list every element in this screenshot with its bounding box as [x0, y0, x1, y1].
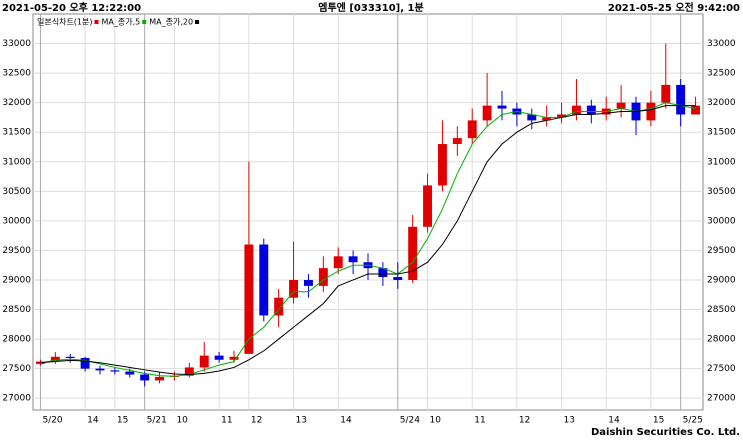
candle-body	[557, 114, 567, 118]
y-tick-label-right: 30000	[707, 216, 736, 226]
x-tick-label: 13	[564, 416, 575, 426]
y-tick-label: 33000	[2, 39, 31, 49]
candle-body	[497, 105, 507, 109]
x-tick-label: 12	[251, 416, 262, 426]
y-tick-label-right: 27500	[707, 364, 736, 374]
candle-body	[80, 357, 90, 369]
start-time: 2021-05-20 오후 12:22:00	[2, 1, 141, 14]
x-tick-label: 14	[87, 416, 99, 426]
x-tick-label: 13	[296, 416, 307, 426]
legend-swatch	[195, 20, 200, 24]
candle-body	[110, 370, 120, 372]
candle-body	[393, 277, 403, 280]
x-tick-label: 10	[176, 416, 188, 426]
y-tick-label-right: 29500	[707, 246, 736, 256]
x-tick-label: 12	[519, 416, 530, 426]
candle-body	[289, 279, 299, 298]
candle-body	[244, 244, 254, 354]
y-tick-label-right: 33000	[707, 39, 736, 49]
candle-body	[482, 105, 492, 121]
y-tick-label-right: 31000	[707, 157, 736, 167]
legend-label: MA_종가,20	[149, 18, 193, 27]
y-tick-label-right: 31500	[707, 128, 736, 138]
candle-body	[467, 120, 477, 139]
y-tick-label-right: 28500	[707, 305, 736, 315]
candle-body	[125, 371, 135, 375]
candle-body	[691, 105, 701, 115]
candle-body	[571, 105, 581, 115]
legend-label: 일본식차트(1분)	[37, 18, 93, 27]
candle-body	[527, 114, 537, 121]
y-tick-label: 32500	[2, 69, 31, 79]
x-tick-label: 10	[430, 416, 442, 426]
candle-body	[616, 102, 626, 109]
candle-body	[661, 84, 671, 103]
y-tick-label: 30000	[2, 216, 31, 226]
x-tick-label: 14	[340, 416, 352, 426]
x-tick-label: 5/24	[400, 416, 420, 426]
x-tick-label: 14	[608, 416, 620, 426]
y-tick-label: 28500	[2, 305, 31, 315]
y-tick-label: 27000	[2, 394, 31, 404]
y-tick-label: 32000	[2, 98, 31, 108]
candle-body	[50, 356, 60, 362]
candle-body	[408, 226, 418, 280]
end-time: 2021-05-25 오전 9:42:00	[608, 1, 740, 14]
candle-body	[333, 256, 343, 269]
ma-line	[40, 105, 696, 376]
candle-body	[378, 268, 388, 278]
y-tick-label-right: 32500	[707, 69, 736, 79]
candle-body	[65, 356, 75, 358]
x-tick-label: 15	[117, 416, 128, 426]
candle-body	[274, 297, 284, 316]
candle-body	[423, 185, 433, 227]
y-tick-label: 28000	[2, 335, 31, 345]
candle-body	[184, 367, 194, 376]
y-tick-label-right: 30500	[707, 187, 736, 197]
y-tick-label-right: 32000	[707, 98, 736, 108]
x-tick-label: 11	[474, 416, 485, 426]
y-tick-label-right: 27000	[707, 394, 736, 404]
legend-swatch	[94, 20, 99, 24]
legend-label: MA_종가,5	[102, 18, 141, 27]
candle-body	[95, 368, 105, 371]
x-tick-label: 11	[221, 416, 232, 426]
y-tick-label-right: 29000	[707, 275, 736, 285]
legend-swatch	[142, 20, 147, 24]
footer: Daishin Securities Co. Ltd.	[591, 427, 740, 438]
candle-body	[586, 105, 596, 115]
candle-body	[140, 374, 150, 381]
candle-body	[155, 376, 165, 381]
candle-body	[199, 355, 209, 368]
candle-body	[348, 256, 358, 263]
x-tick-label: 5/21	[147, 416, 167, 426]
chart-title: 엠투엔 [033310], 1분	[318, 1, 423, 14]
y-tick-label-right: 28000	[707, 335, 736, 345]
candle-body	[542, 117, 552, 121]
ma-line	[40, 102, 696, 377]
y-tick-label: 31500	[2, 128, 31, 138]
y-tick-label: 31000	[2, 157, 31, 167]
candle-body	[303, 279, 313, 286]
candle-body	[437, 144, 447, 186]
x-tick-label: 5/25	[683, 416, 703, 426]
candle-body	[318, 268, 328, 286]
candle-body	[676, 84, 686, 115]
candle-body	[646, 102, 656, 121]
y-tick-label: 27500	[2, 364, 31, 374]
candle-body	[214, 355, 224, 360]
candle-body	[259, 244, 269, 316]
y-tick-label: 29000	[2, 275, 31, 285]
y-tick-label: 29500	[2, 246, 31, 256]
x-tick-label: 5/20	[42, 416, 62, 426]
candle-body	[229, 356, 239, 360]
candle-body	[452, 138, 462, 145]
y-tick-label: 30500	[2, 187, 31, 197]
x-tick-label: 15	[653, 416, 664, 426]
